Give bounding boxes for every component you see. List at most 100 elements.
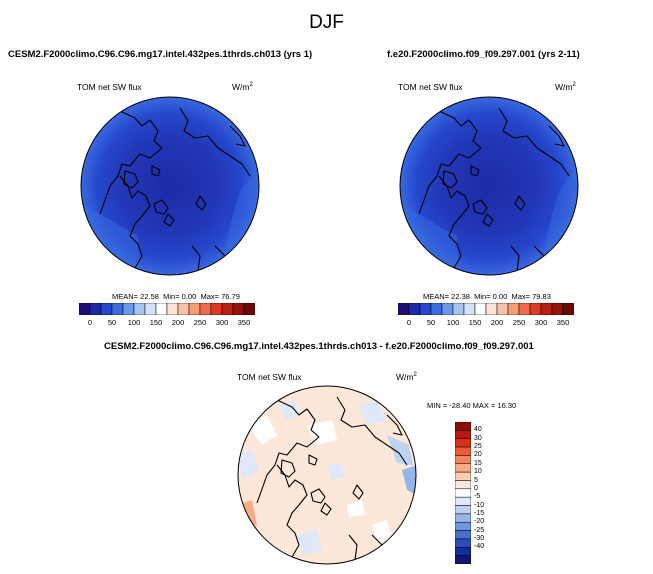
- colorbar-tick-label: 20: [474, 451, 482, 459]
- colorbar-swatch: [518, 303, 531, 315]
- panel-1-colorbar: [79, 303, 255, 315]
- colorbar-swatch: [562, 303, 574, 315]
- colorbar-swatch: [485, 303, 498, 315]
- colorbar-tick-label: 100: [446, 318, 460, 327]
- panel-2-units-label: W/m2: [555, 82, 576, 92]
- colorbar-tick-label: 30: [474, 434, 482, 442]
- panel-2-stats: MEAN= 22.38 Min= 0.00 Max= 79.83: [423, 292, 551, 301]
- difference-title: CESM2.F2000climo.C96.C96.mg17.intel.432p…: [104, 341, 534, 352]
- colorbar-swatch: [455, 521, 471, 531]
- colorbar-tick-label: 50: [107, 318, 117, 327]
- colorbar-swatch: [455, 463, 471, 473]
- colorbar-swatch: [210, 303, 223, 315]
- colorbar-swatch: [155, 303, 168, 315]
- colorbar-swatch: [463, 303, 476, 315]
- colorbar-swatch: [232, 303, 245, 315]
- colorbar-swatch: [529, 303, 542, 315]
- panel-2-colorbar: [398, 303, 574, 315]
- difference-polar-map: [237, 385, 417, 565]
- colorbar-tick-label: 40: [474, 426, 482, 434]
- colorbar-swatch: [455, 547, 471, 556]
- colorbar-tick-label: -10: [474, 501, 485, 509]
- colorbar-swatch: [455, 496, 471, 506]
- colorbar-tick-label: -20: [474, 518, 485, 526]
- colorbar-swatch: [408, 303, 421, 315]
- panel-1-stats: MEAN= 22.58 Min= 0.00 Max= 76.79: [112, 292, 240, 301]
- panel-2-variable-label: TOM net SW flux: [398, 82, 463, 92]
- panel-1-variable-label: TOM net SW flux: [77, 82, 142, 92]
- panel-1-case-title: CESM2.F2000climo.C96.C96.mg17.intel.432p…: [8, 49, 313, 60]
- colorbar-tick-label: 150: [468, 318, 482, 327]
- colorbar-swatch: [455, 488, 471, 498]
- colorbar-swatch: [122, 303, 135, 315]
- difference-colorbar-ticks: 40 30 25 20 15 10 5 0 -5 -10 -15 -20 -25 -30 -40: [474, 422, 498, 564]
- colorbar-tick-label: 200: [490, 318, 504, 327]
- colorbar-tick-label: -15: [474, 509, 485, 517]
- colorbar-swatch: [455, 471, 471, 481]
- colorbar-swatch: [199, 303, 212, 315]
- colorbar-swatch: [111, 303, 124, 315]
- colorbar-tick-label: -40: [474, 543, 485, 551]
- colorbar-tick-label: 150: [149, 318, 163, 327]
- colorbar-tick-label: 15: [474, 459, 482, 467]
- colorbar-swatch: [455, 455, 471, 465]
- panel-1-units-label: W/m2: [232, 82, 253, 92]
- difference-units-label: W/m2: [396, 372, 417, 382]
- panel-1-polar-map: [80, 96, 260, 276]
- colorbar-swatch: [540, 303, 553, 315]
- colorbar-swatch: [455, 530, 471, 540]
- colorbar-tick-label: -5: [474, 493, 481, 501]
- difference-variable-label: TOM net SW flux: [237, 372, 302, 382]
- colorbar-swatch: [452, 303, 465, 315]
- colorbar-tick-label: 0: [406, 318, 412, 327]
- colorbar-swatch: [144, 303, 157, 315]
- colorbar-swatch: [177, 303, 190, 315]
- colorbar-swatch: [89, 303, 102, 315]
- colorbar-tick-label: 50: [426, 318, 436, 327]
- colorbar-swatch: [79, 303, 91, 315]
- colorbar-swatch: [551, 303, 564, 315]
- colorbar-swatch: [455, 513, 471, 523]
- colorbar-swatch: [455, 438, 471, 448]
- colorbar-tick-label: -30: [474, 534, 485, 542]
- colorbar-swatch: [188, 303, 201, 315]
- colorbar-swatch: [507, 303, 520, 315]
- colorbar-tick-label: 350: [556, 318, 570, 327]
- colorbar-swatch: [419, 303, 432, 315]
- colorbar-tick-label: 5: [474, 476, 478, 484]
- colorbar-tick-label: 350: [237, 318, 251, 327]
- colorbar-tick-label: -25: [474, 526, 485, 534]
- panel-2-polar-map: [399, 96, 579, 276]
- colorbar-swatch: [455, 422, 471, 431]
- colorbar-swatch: [133, 303, 146, 315]
- colorbar-swatch: [398, 303, 410, 315]
- colorbar-tick-label: 300: [215, 318, 229, 327]
- colorbar-tick-label: 0: [474, 484, 478, 492]
- colorbar-tick-label: 200: [171, 318, 185, 327]
- colorbar-swatch: [221, 303, 234, 315]
- colorbar-tick-label: 100: [127, 318, 141, 327]
- colorbar-swatch: [455, 505, 471, 515]
- difference-minmax: MIN = -28.40 MAX = 16.30: [427, 401, 517, 410]
- colorbar-swatch: [166, 303, 179, 315]
- colorbar-swatch: [455, 480, 471, 490]
- colorbar-tick-label: 250: [193, 318, 207, 327]
- panel-2-colorbar-ticks: 0 50 100 150 200 250 300 350: [398, 318, 574, 330]
- colorbar-swatch: [455, 538, 471, 548]
- colorbar-tick-label: 10: [474, 468, 482, 476]
- colorbar-swatch: [496, 303, 509, 315]
- colorbar-swatch: [441, 303, 454, 315]
- panel-2-case-title: f.e20.F2000climo.f09_f09.297.001 (yrs 2-…: [387, 49, 580, 60]
- panel-1-colorbar-ticks: 0 50 100 150 200 250 300 350: [79, 318, 255, 330]
- colorbar-swatch: [100, 303, 113, 315]
- colorbar-swatch: [243, 303, 255, 315]
- colorbar-tick-label: 25: [474, 443, 482, 451]
- colorbar-tick-label: 300: [534, 318, 548, 327]
- colorbar-swatch: [455, 555, 471, 564]
- colorbar-swatch: [455, 446, 471, 456]
- season-title: DJF: [309, 12, 344, 33]
- colorbar-tick-label: 0: [87, 318, 93, 327]
- colorbar-swatch: [455, 430, 471, 439]
- colorbar-tick-label: 250: [512, 318, 526, 327]
- difference-colorbar: [455, 422, 471, 564]
